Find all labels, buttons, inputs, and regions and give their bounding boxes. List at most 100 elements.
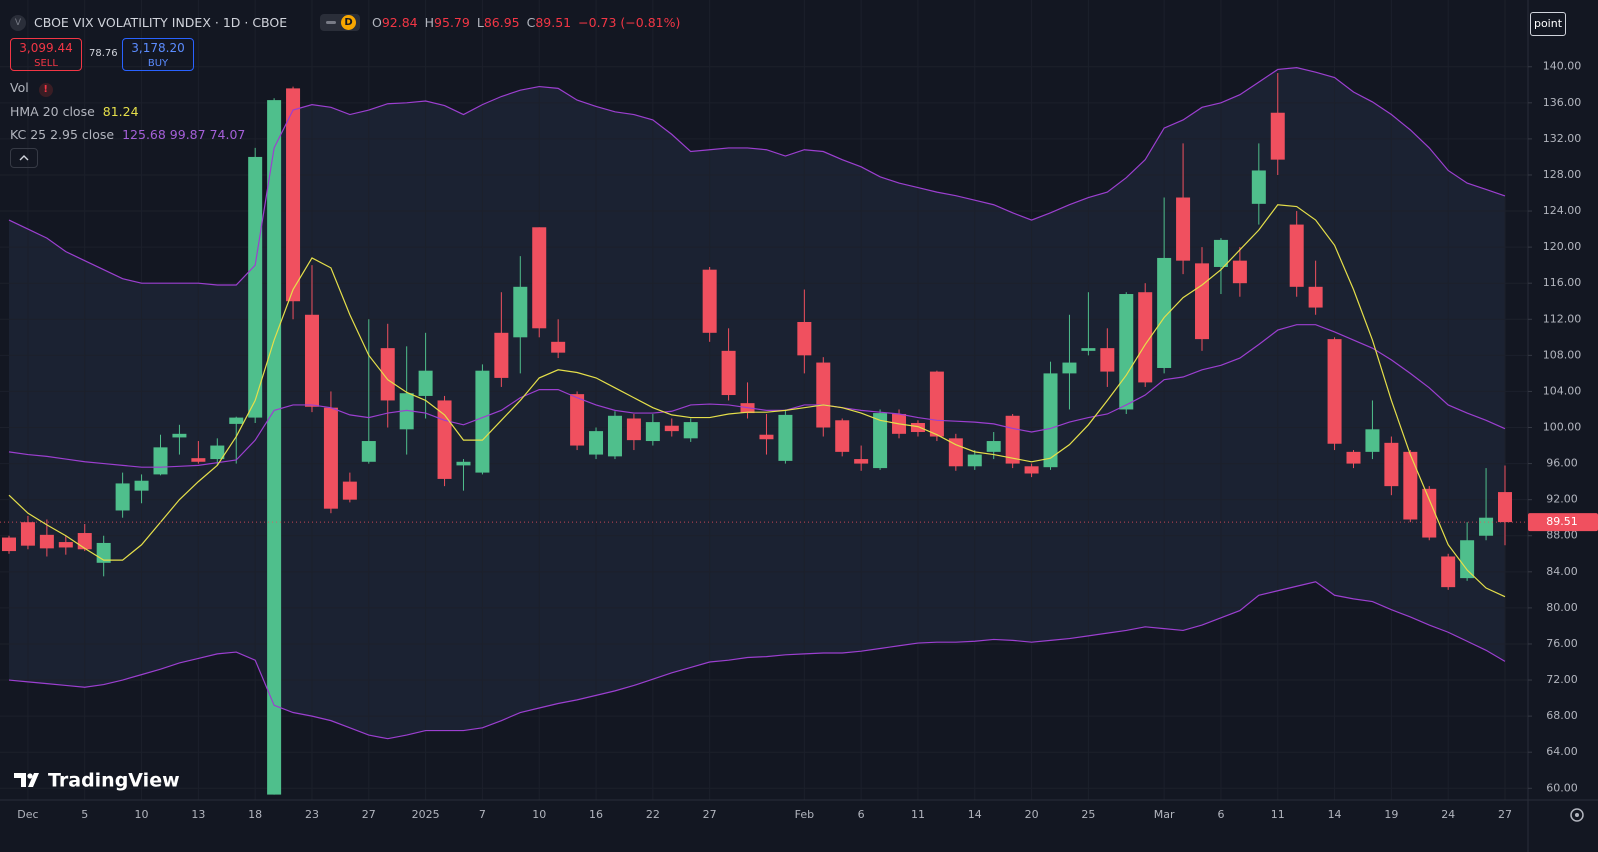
x-tick-label: 14 [968,808,982,821]
candle-body [645,422,660,442]
ohlc-value: 95.79 [434,15,470,30]
x-tick-label: 24 [1441,808,1455,821]
x-tick-label: 23 [305,808,319,821]
ohlc-key: C [526,15,536,30]
candle-body [1081,348,1096,351]
candle-body [1024,466,1039,474]
candle-body [1005,415,1020,464]
candle-body [626,418,641,441]
candle-body [1062,362,1077,374]
candle-body [20,522,35,546]
candle-body [210,445,225,460]
buy-label[interactable]: BUY [147,58,169,69]
indicator-kc: KC 25 2.95 close 125.68 99.87 74.07 [10,127,245,142]
y-tick-label: 64.00 [1546,745,1578,758]
candle-body [683,422,698,439]
y-tick-label: 140.00 [1543,60,1582,73]
scale-button[interactable]: point [1530,12,1566,36]
candle-body [191,458,206,462]
candle-body [134,480,149,491]
warning-icon[interactable]: ! [38,83,53,97]
candle-body [929,371,944,437]
x-tick-label: 11 [911,808,925,821]
x-tick-label: 10 [532,808,546,821]
caret[interactable] [11,149,37,167]
candle-body [797,321,812,356]
candle-body [570,394,585,446]
candle-body [1365,429,1380,452]
candle-body [986,441,1001,452]
candle-body [2,537,16,552]
candle-body [418,370,433,396]
ohlc-key: O [372,15,382,30]
sell-button[interactable]: 3,099.44 SELL [10,38,82,71]
indicator-name: KC 25 2.95 close [10,127,115,142]
indicator-name: Vol [10,80,29,95]
price-change: −0.73 (−0.81%) [578,15,681,30]
interval-badge[interactable]: D [341,15,356,30]
channel-fill [9,67,1505,739]
collapse-button[interactable] [10,148,38,168]
settings-icon[interactable] [1570,808,1584,822]
badge-group[interactable]: D [320,14,360,31]
x-tick-label: 25 [1081,808,1095,821]
candle-body [304,314,319,407]
last-price-label: 89.51 [1546,515,1578,528]
x-tick-label: 27 [362,808,376,821]
buy-price[interactable]: 3,178.20 [131,41,185,55]
y-tick-label: 100.00 [1543,421,1582,434]
y-tick-label: 116.00 [1543,276,1582,289]
candle-body [39,534,54,549]
last-price-tag [1528,513,1598,532]
y-tick-label: 76.00 [1546,637,1578,650]
candle-body [286,88,301,302]
candle-body [1213,239,1228,267]
buy-button[interactable]: 3,178.20 BUY [122,38,194,71]
x-tick-label: 2025 [412,808,440,821]
candle-body [873,413,888,469]
logo-text: TradingView [48,770,180,792]
candle-body [229,417,244,424]
caret-path[interactable] [19,155,29,161]
candle-body [1403,451,1418,520]
ohlc-row: O92.84 H95.79 L86.95 C89.51 −0.73 (−0.81%) [372,15,680,30]
indicator-values: 125.68 99.87 74.07 [122,127,246,142]
ohlc-value: 92.84 [381,15,418,30]
logo-icon [14,773,39,787]
candle-body [835,420,850,452]
candle-body [1498,492,1512,523]
x-tick-label: 19 [1384,808,1398,821]
indicator-line [8,204,1506,598]
y-tick-label: 84.00 [1546,565,1578,578]
candle-body [1251,170,1266,204]
x-tick-label: Mar [1154,808,1175,821]
candle-body [1100,348,1115,372]
candle-body [1384,442,1399,487]
y-tick-label: 104.00 [1543,384,1582,397]
y-tick-label: 80.00 [1546,601,1578,614]
candle-body [664,425,679,432]
badge-dash [326,21,336,24]
gear[interactable] [1570,808,1584,822]
candle-body [1289,224,1304,287]
y-tick-label: 120.00 [1543,240,1582,253]
candle-body [589,431,604,455]
sell-label[interactable]: SELL [34,58,58,69]
symbol-title: CBOE VIX VOLATILITY INDEX · 1D · CBOE [33,15,288,30]
sell-price[interactable]: 3,099.44 [19,41,73,55]
candle-body [1043,373,1058,468]
y-tick-label: 112.00 [1543,312,1582,325]
candle-body [437,400,452,479]
y-tick-label: 72.00 [1546,673,1578,686]
candle-body [456,461,471,466]
gear-hub[interactable] [1575,813,1579,817]
candle-body [399,393,414,430]
candle-body [115,483,130,511]
candle-body [380,348,395,401]
indicator-values: 81.24 [102,104,139,119]
indicator-name: HMA 20 close [10,104,95,119]
candle-body [1327,339,1342,444]
y-tick-label: 68.00 [1546,709,1578,722]
candle-body [759,434,774,440]
candle-body [267,100,282,795]
